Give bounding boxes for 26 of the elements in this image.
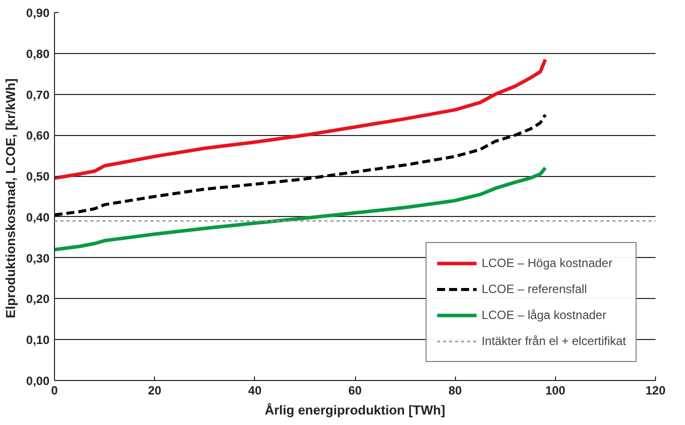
x-tick-label: 120 [645,384,666,398]
x-tick-label: 60 [348,384,362,398]
legend-label: LCOE – referensfall [482,282,587,296]
y-tick-label: 0,60 [26,128,50,143]
y-tick-label: 0,00 [26,374,50,388]
x-tick-label: 20 [148,384,162,398]
x-tick-label: 0 [51,384,58,398]
legend-label: LCOE – låga kostnader [482,308,606,322]
y-tick-label: 0,80 [26,46,50,61]
y-tick-label: 0,70 [26,88,50,102]
x-axis-title: Årlig energiproduktion [TWh] [264,402,446,418]
legend-label: Intäkter från el + elcertifikat [482,334,626,348]
y-axis-title: Elproduktionskostnad, LCOE, [kr/kWh] [3,78,18,318]
line-series [54,113,547,216]
line-series [54,58,548,180]
y-tick-label: 0,30 [26,251,50,266]
y-tick-label: 0,90 [26,6,50,20]
y-tick-label: 0,10 [26,333,50,348]
x-tick-label: 80 [448,384,462,398]
y-tick-label: 0,20 [26,292,50,306]
line-series [54,166,548,252]
x-tick-label: 100 [545,384,566,398]
x-tick-label: 40 [248,384,262,398]
legend-label: LCOE – Höga kostnader [482,256,612,270]
y-tick-label: 0,40 [26,210,50,224]
y-tick-label: 0,50 [26,170,50,184]
